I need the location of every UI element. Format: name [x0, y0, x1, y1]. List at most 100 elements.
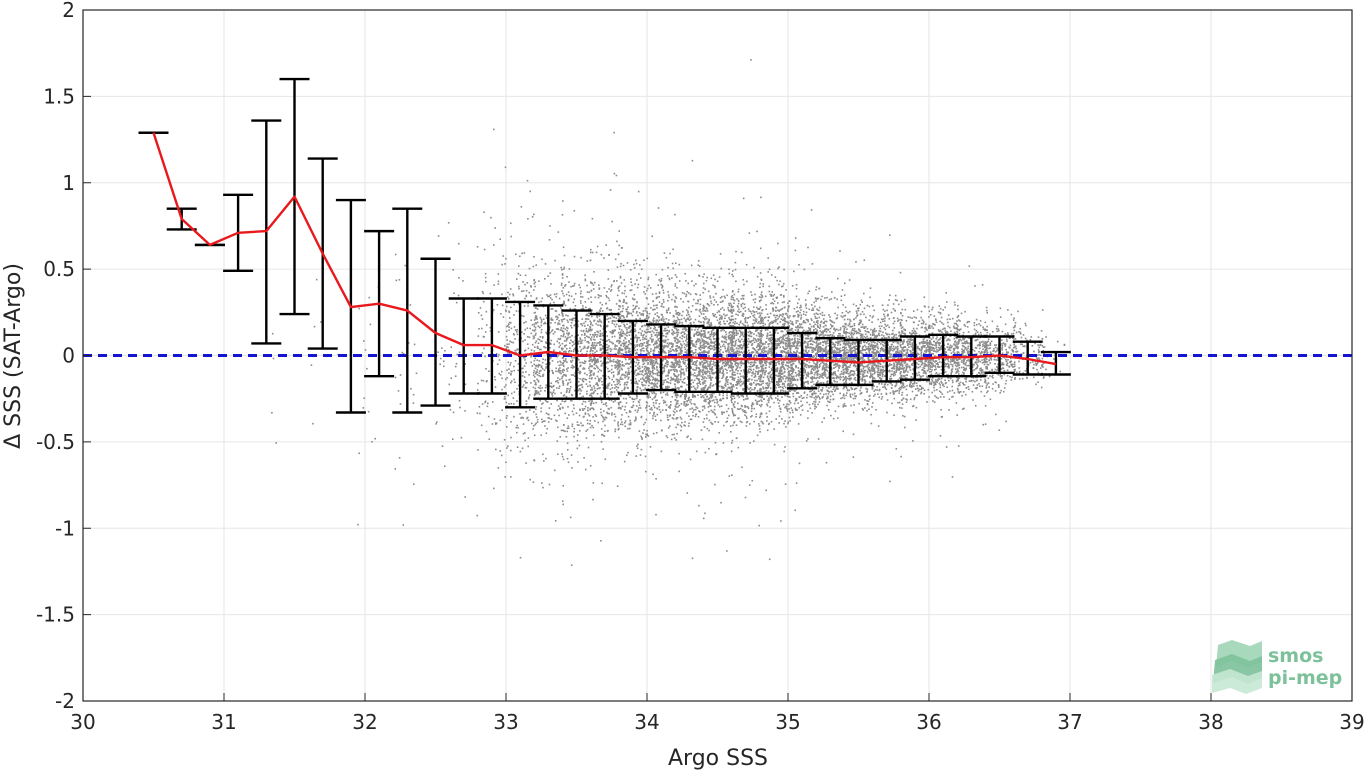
scatter-point	[730, 383, 732, 385]
scatter-point	[605, 244, 607, 246]
scatter-point	[543, 369, 546, 371]
scatter-point	[684, 394, 686, 396]
scatter-point	[562, 324, 564, 327]
scatter-point	[691, 557, 694, 560]
scatter-point	[608, 408, 610, 410]
scatter-point	[718, 342, 720, 345]
scatter-point	[507, 296, 509, 298]
scatter-point	[650, 338, 653, 341]
scatter-point	[592, 373, 595, 375]
scatter-point	[533, 363, 535, 366]
scatter-point	[637, 314, 639, 317]
scatter-point	[607, 317, 610, 320]
scatter-point	[735, 384, 737, 386]
scatter-point	[757, 312, 759, 315]
scatter-point	[750, 335, 753, 338]
scatter-point	[675, 297, 678, 299]
scatter-point	[588, 315, 590, 317]
scatter-point	[652, 376, 654, 379]
scatter-point	[618, 348, 620, 351]
scatter-point	[557, 382, 560, 384]
scatter-point	[747, 308, 750, 310]
scatter-point	[452, 438, 454, 440]
scatter-point	[630, 379, 632, 381]
scatter-point	[569, 307, 571, 310]
scatter-point	[555, 295, 557, 298]
scatter-point	[629, 396, 631, 398]
scatter-point	[570, 564, 573, 566]
scatter-point	[710, 330, 713, 332]
scatter-point	[737, 380, 739, 383]
scatter-point	[568, 391, 571, 394]
scatter-point	[654, 326, 656, 329]
scatter-point	[618, 328, 621, 330]
scatter-point	[585, 330, 588, 333]
scatter-point	[512, 341, 514, 344]
scatter-point	[677, 378, 680, 380]
scatter-point	[586, 409, 589, 412]
scatter-point	[315, 278, 318, 281]
scatter-point	[596, 387, 599, 390]
scatter-point	[626, 454, 628, 457]
scatter-point	[558, 297, 561, 300]
scatter-point	[588, 357, 591, 359]
scatter-point	[647, 340, 649, 343]
scatter-point	[722, 288, 724, 291]
scatter-point	[653, 384, 655, 387]
scatter-point	[752, 351, 755, 354]
scatter-point	[516, 348, 519, 351]
scatter-point	[710, 368, 712, 371]
scatter-point	[741, 352, 744, 354]
scatter-point	[691, 159, 694, 162]
scatter-point	[544, 314, 547, 317]
scatter-point	[743, 303, 746, 306]
scatter-point	[704, 334, 706, 336]
scatter-point	[567, 382, 569, 384]
scatter-point	[723, 329, 725, 332]
scatter-point	[731, 410, 734, 413]
scatter-point	[662, 289, 665, 292]
scatter-point	[740, 344, 742, 346]
scatter-point	[533, 411, 535, 413]
scatter-point	[644, 421, 646, 424]
scatter-point	[590, 365, 593, 368]
scatter-point	[593, 347, 595, 349]
scatter-point	[698, 351, 701, 354]
scatter-point	[589, 426, 592, 429]
scatter-point	[685, 293, 688, 296]
scatter-point	[608, 370, 611, 372]
scatter-point	[633, 294, 636, 296]
scatter-point	[724, 341, 726, 343]
scatter-point	[647, 351, 650, 354]
scatter-point	[458, 351, 461, 354]
scatter-point	[655, 478, 657, 480]
scatter-point	[636, 353, 639, 356]
scatter-point	[561, 342, 564, 345]
scatter-point	[618, 371, 620, 373]
scatter-point	[716, 319, 719, 322]
scatter-point	[563, 373, 565, 376]
scatter-point	[483, 211, 485, 213]
scatter-point	[579, 430, 581, 432]
scatter-point	[703, 343, 706, 345]
scatter-point	[725, 363, 727, 365]
scatter-point	[667, 374, 669, 377]
scatter-point	[565, 337, 568, 340]
scatter-point	[564, 304, 567, 307]
scatter-point	[540, 369, 542, 372]
scatter-point	[641, 342, 644, 345]
scatter-point	[526, 343, 529, 345]
scatter-point	[650, 371, 652, 373]
scatter-point	[562, 292, 564, 295]
scatter-point	[588, 360, 591, 362]
scatter-point	[746, 417, 748, 420]
scatter-point	[524, 359, 526, 361]
scatter-point	[657, 346, 659, 349]
scatter-point	[697, 331, 699, 334]
scatter-point	[646, 434, 648, 436]
scatter-point	[624, 336, 626, 339]
scatter-point	[704, 310, 707, 312]
scatter-point	[646, 402, 649, 404]
scatter-point	[505, 401, 508, 404]
scatter-point	[655, 340, 657, 343]
